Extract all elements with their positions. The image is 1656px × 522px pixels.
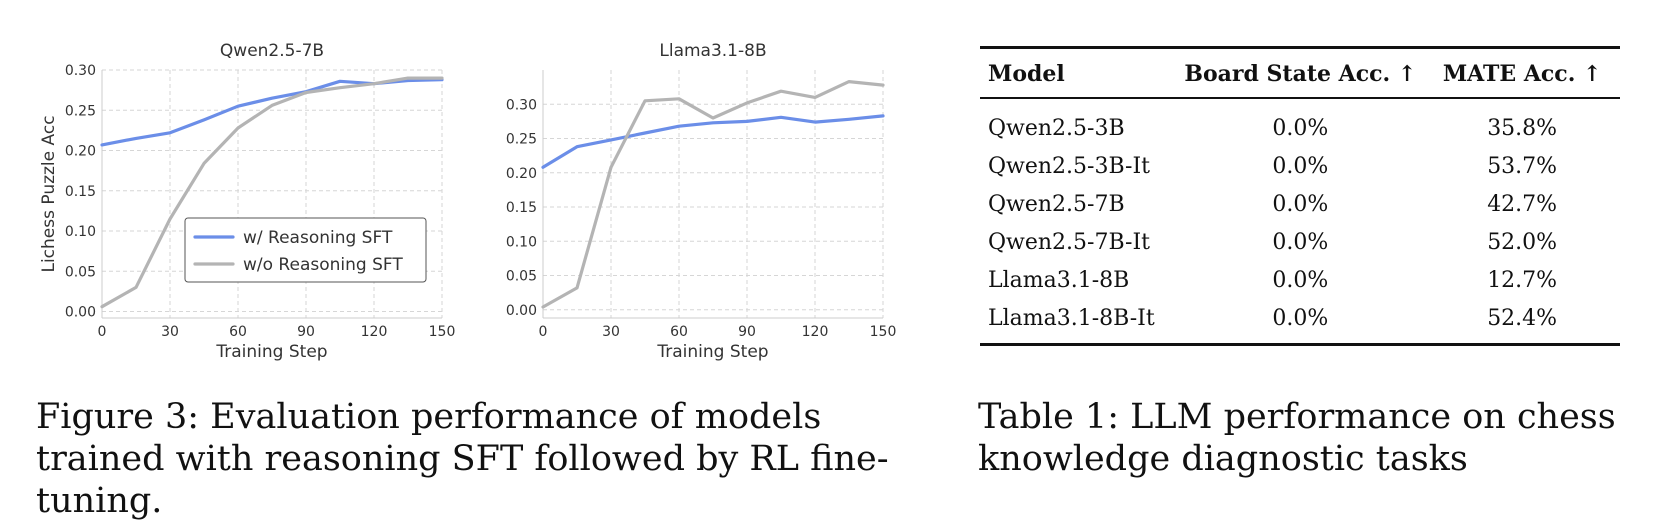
y-tick-label: 0.00: [506, 303, 537, 319]
cell-model: Llama3.1-8B-It: [980, 299, 1177, 346]
results-table-wrap: Model Board State Acc. ↑ MATE Acc. ↑ Qwe…: [980, 46, 1620, 346]
y-axis-label: Lichess Puzzle Acc: [39, 115, 59, 272]
cell-model: Qwen2.5-3B-It: [988, 153, 1151, 179]
cell-model: Llama3.1-8B: [988, 267, 1130, 293]
cell-board-state-acc: 0.0%: [1272, 229, 1329, 255]
y-tick-label: 0.00: [65, 305, 96, 321]
cell-model: Qwen2.5-7B: [988, 191, 1125, 217]
chart-title: Qwen2.5-7B: [220, 41, 324, 61]
cell-model: Qwen2.5-3B: [988, 115, 1125, 141]
cell-mate-acc: 53.7%: [1487, 153, 1558, 179]
x-tick-label: 120: [802, 324, 829, 340]
legend-label: w/o Reasoning SFT: [243, 255, 403, 275]
x-axis-label: Training Step: [215, 342, 327, 362]
header-model: Model: [980, 46, 1177, 99]
cell-board-state-acc: 0.0%: [1272, 267, 1329, 293]
header-board-state-acc: Board State Acc. ↑: [1176, 46, 1425, 99]
table-row: Llama3.1-8B-It 0.0% 52.4%: [980, 299, 1620, 346]
table-row: Qwen2.5-3B-It 0.0% 53.7%: [980, 147, 1620, 185]
y-tick-label: 0.30: [65, 63, 96, 79]
y-tick-label: 0.25: [65, 103, 96, 119]
series-line-without-sft: [541, 79, 885, 309]
x-tick-label: 30: [161, 324, 179, 340]
cell-mate-acc: 52.4%: [1424, 299, 1620, 346]
y-tick-label: 0.20: [506, 166, 537, 182]
table-row: Qwen2.5-7B-It 0.0% 52.0%: [980, 223, 1620, 261]
x-tick-label: 60: [670, 324, 688, 340]
y-tick-label: 0.15: [65, 184, 96, 200]
cell-model: Qwen2.5-7B-It: [988, 229, 1151, 255]
results-table: Model Board State Acc. ↑ MATE Acc. ↑ Qwe…: [980, 46, 1620, 346]
cell-mate-acc: 35.8%: [1487, 115, 1558, 141]
series-line-with-sft: [100, 78, 444, 147]
x-axis-label: Training Step: [656, 342, 768, 362]
table-header-row: Model Board State Acc. ↑ MATE Acc. ↑: [980, 46, 1620, 99]
x-tick-label: 30: [602, 324, 620, 340]
x-tick-label: 90: [297, 324, 315, 340]
cell-board-state-acc: 0.0%: [1272, 115, 1329, 141]
y-tick-label: 0.05: [506, 269, 537, 285]
y-tick-label: 0.10: [65, 224, 96, 240]
table-caption: Table 1: LLM performance on chess knowle…: [978, 397, 1616, 479]
y-tick-label: 0.20: [65, 144, 96, 160]
cell-board-state-acc: 0.0%: [1272, 153, 1329, 179]
series-line-without-sft: [100, 76, 444, 309]
x-tick-label: 150: [870, 324, 897, 340]
table-row: Llama3.1-8B 0.0% 12.7%: [980, 261, 1620, 299]
header-mate-acc: MATE Acc. ↑: [1424, 46, 1620, 99]
figure-caption: Figure 3: Evaluation performance of mode…: [36, 397, 889, 521]
chart-llama: 0 30 60 90 120 150 0.00 0.05 0.10 0.15 0.20 0.25 0.3…: [506, 41, 897, 362]
y-tick-label: 0.10: [506, 234, 537, 250]
cell-mate-acc: 52.0%: [1487, 229, 1558, 255]
legend-label: w/ Reasoning SFT: [243, 228, 393, 248]
x-tick-label: 0: [539, 324, 548, 340]
chart-qwen: 0 30 60 90 120 150 0.00 0.05 0.10 0.15 0.20 0.25 0.3…: [39, 41, 455, 362]
x-tick-label: 120: [361, 324, 388, 340]
legend-box: [184, 217, 427, 283]
x-tick-label: 90: [738, 324, 756, 340]
chart-title: Llama3.1-8B: [659, 41, 766, 61]
table-row: Qwen2.5-3B 0.0% 35.8%: [980, 98, 1620, 147]
x-tick-label: 0: [98, 324, 107, 340]
y-tick-label: 0.05: [65, 264, 96, 280]
cell-board-state-acc: 0.0%: [1176, 299, 1425, 346]
cell-board-state-acc: 0.0%: [1272, 191, 1329, 217]
y-tick-label: 0.15: [506, 200, 537, 216]
figure-3-charts: 0 30 60 90 120 150 0.00 0.05 0.10 0.15 0.20 0.25 0.3…: [39, 41, 897, 362]
x-tick-label: 60: [229, 324, 247, 340]
y-tick-label: 0.25: [506, 132, 537, 148]
series-line-with-sft: [541, 114, 885, 169]
x-tick-label: 150: [429, 324, 456, 340]
y-tick-label: 0.30: [506, 97, 537, 113]
cell-mate-acc: 42.7%: [1487, 191, 1558, 217]
table-row: Qwen2.5-7B 0.0% 42.7%: [980, 185, 1620, 223]
cell-mate-acc: 12.7%: [1487, 267, 1558, 293]
